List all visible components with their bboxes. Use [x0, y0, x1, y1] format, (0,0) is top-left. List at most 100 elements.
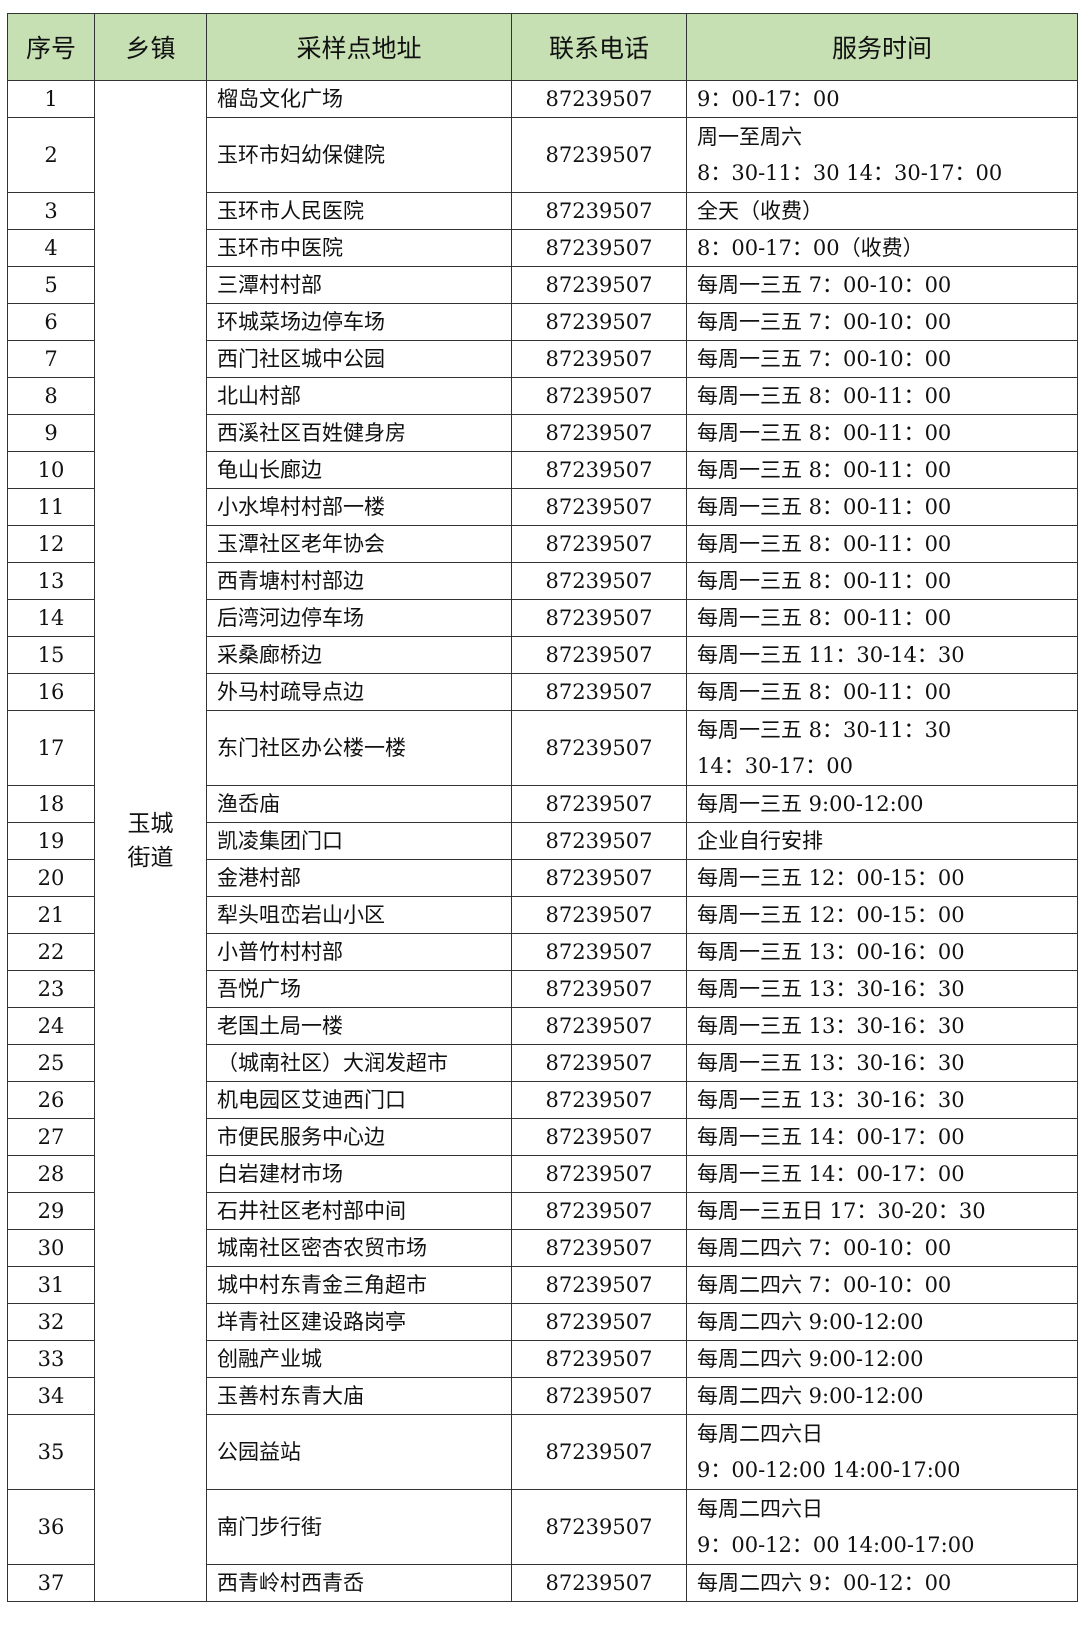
row-index: 8 — [7, 377, 95, 415]
contact-phone: 87239507 — [511, 710, 687, 786]
service-time-line: 每周一三五 8：00-11：00 — [697, 421, 952, 445]
site-address: 龟山长廊边 — [206, 451, 512, 489]
table-row: 25 （城南社区）大润发超市 87239507 每周一三五 13：30-16：30 — [7, 1044, 1078, 1082]
service-time-line: 每周一三五 7：00-10：00 — [697, 273, 952, 297]
contact-phone: 87239507 — [511, 525, 687, 563]
contact-phone: 87239507 — [511, 933, 687, 971]
contact-phone: 87239507 — [511, 192, 687, 230]
service-time: 每周一三五 12：00-15：00 — [686, 859, 1078, 897]
contact-phone: 87239507 — [511, 636, 687, 674]
service-time-line: 14：30-17：00 — [697, 754, 853, 778]
row-index: 4 — [7, 229, 95, 267]
service-time: 每周一三五 8：30-11：30 14：30-17：00 — [686, 710, 1078, 786]
service-time: 每周一三五日 17：30-20：30 — [686, 1192, 1078, 1230]
table-row: 16 外马村疏导点边 87239507 每周一三五 8：00-11：00 — [7, 673, 1078, 711]
contact-phone: 87239507 — [511, 303, 687, 341]
table-row: 10 龟山长廊边 87239507 每周一三五 8：00-11：00 — [7, 451, 1078, 489]
service-time-line: 每周二四六 9:00-12:00 — [697, 1384, 924, 1408]
table-row: 18 渔岙庙 87239507 每周一三五 9:00-12:00 — [7, 785, 1078, 823]
row-index: 34 — [7, 1377, 95, 1415]
service-time: 每周一三五 8：00-11：00 — [686, 562, 1078, 600]
service-time: 每周一三五 13：30-16：30 — [686, 970, 1078, 1008]
contact-phone: 87239507 — [511, 117, 687, 193]
row-index: 19 — [7, 822, 95, 860]
contact-phone: 87239507 — [511, 896, 687, 934]
site-address: 小水埠村村部一楼 — [206, 488, 512, 526]
service-time: 企业自行安排 — [686, 822, 1078, 860]
sampling-sites-table: 序号 乡镇 采样点地址 联系电话 服务时间 1 玉城 街道 榴岛文化广场 8723950… — [7, 13, 1078, 1602]
service-time-line: 每周二四六日 — [697, 1422, 823, 1446]
service-time-line: 每周一三五 11：30-14：30 — [697, 643, 965, 667]
contact-phone: 87239507 — [511, 599, 687, 637]
table-row: 32 垟青社区建设路岗亭 87239507 每周二四六 9:00-12:00 — [7, 1303, 1078, 1341]
row-index: 33 — [7, 1340, 95, 1378]
service-time: 每周一三五 8：00-11：00 — [686, 673, 1078, 711]
service-time: 每周一三五 11：30-14：30 — [686, 636, 1078, 674]
row-index: 35 — [7, 1414, 95, 1490]
service-time: 8：00-17：00（收费） — [686, 229, 1078, 267]
contact-phone: 87239507 — [511, 1303, 687, 1341]
table-row: 27 市便民服务中心边 87239507 每周一三五 14：00-17：00 — [7, 1118, 1078, 1156]
contact-phone: 87239507 — [511, 1229, 687, 1267]
row-index: 18 — [7, 785, 95, 823]
contact-phone: 87239507 — [511, 822, 687, 860]
town-name-line: 街道 — [127, 845, 174, 871]
site-address: 吾悦广场 — [206, 970, 512, 1008]
service-time: 每周一三五 8：00-11：00 — [686, 599, 1078, 637]
town-cell: 玉城 街道 — [94, 80, 207, 1602]
service-time-line: 每周二四六日 — [697, 1497, 823, 1521]
service-time: 每周二四六日 9：00-12：00 14:00-17:00 — [686, 1489, 1078, 1565]
service-time: 每周一三五 8：00-11：00 — [686, 377, 1078, 415]
header-town: 乡镇 — [94, 13, 207, 81]
site-address: 东门社区办公楼一楼 — [206, 710, 512, 786]
row-index: 12 — [7, 525, 95, 563]
service-time-line: 8：00-17：00（收费） — [697, 236, 924, 260]
site-address: 金港村部 — [206, 859, 512, 897]
contact-phone: 87239507 — [511, 970, 687, 1008]
row-index: 28 — [7, 1155, 95, 1193]
service-time-line: 每周一三五 13：30-16：30 — [697, 977, 965, 1001]
row-index: 11 — [7, 488, 95, 526]
service-time-line: 9：00-12:00 14:00-17:00 — [697, 1458, 961, 1482]
service-time-line: 每周一三五 9:00-12:00 — [697, 792, 924, 816]
site-address: 玉环市中医院 — [206, 229, 512, 267]
service-time-line: 每周一三五 13：30-16：30 — [697, 1051, 965, 1075]
service-time-line: 每周一三五 12：00-15：00 — [697, 866, 965, 890]
service-time-line: 每周一三五 8：00-11：00 — [697, 532, 952, 556]
service-time-line: 企业自行安排 — [697, 829, 823, 853]
site-address: 三潭村村部 — [206, 266, 512, 304]
service-time: 每周二四六日 9：00-12:00 14:00-17:00 — [686, 1414, 1078, 1490]
service-time: 每周一三五 8：00-11：00 — [686, 488, 1078, 526]
contact-phone: 87239507 — [511, 785, 687, 823]
row-index: 10 — [7, 451, 95, 489]
row-index: 32 — [7, 1303, 95, 1341]
service-time-line: 周一至周六 — [697, 125, 802, 149]
table-row: 6 环城菜场边停车场 87239507 每周一三五 7：00-10：00 — [7, 303, 1078, 341]
row-index: 14 — [7, 599, 95, 637]
service-time-line: 每周二四六 9:00-12:00 — [697, 1310, 924, 1334]
site-address: 市便民服务中心边 — [206, 1118, 512, 1156]
service-time: 每周一三五 8：00-11：00 — [686, 525, 1078, 563]
row-index: 5 — [7, 266, 95, 304]
site-address: 犁头咀峦岩山小区 — [206, 896, 512, 934]
service-time: 每周二四六 7：00-10：00 — [686, 1266, 1078, 1304]
site-address: 渔岙庙 — [206, 785, 512, 823]
contact-phone: 87239507 — [511, 377, 687, 415]
service-time: 全天（收费） — [686, 192, 1078, 230]
service-time-line: 每周一三五 8：00-11：00 — [697, 458, 952, 482]
service-time-line: 每周一三五日 17：30-20：30 — [697, 1199, 986, 1223]
contact-phone: 87239507 — [511, 80, 687, 118]
service-time: 每周一三五 7：00-10：00 — [686, 266, 1078, 304]
site-address: 城中村东青金三角超市 — [206, 1266, 512, 1304]
header-phone: 联系电话 — [511, 13, 687, 81]
service-time-line: 每周一三五 8：30-11：30 — [697, 718, 952, 742]
service-time: 每周一三五 13：30-16：30 — [686, 1007, 1078, 1045]
row-index: 17 — [7, 710, 95, 786]
site-address: 城南社区密杏农贸市场 — [206, 1229, 512, 1267]
site-address: 北山村部 — [206, 377, 512, 415]
row-index: 31 — [7, 1266, 95, 1304]
contact-phone: 87239507 — [511, 1266, 687, 1304]
header-time: 服务时间 — [686, 13, 1078, 81]
service-time-line: 9：00-12：00 14:00-17:00 — [697, 1533, 975, 1557]
table-row: 11 小水埠村村部一楼 87239507 每周一三五 8：00-11：00 — [7, 488, 1078, 526]
